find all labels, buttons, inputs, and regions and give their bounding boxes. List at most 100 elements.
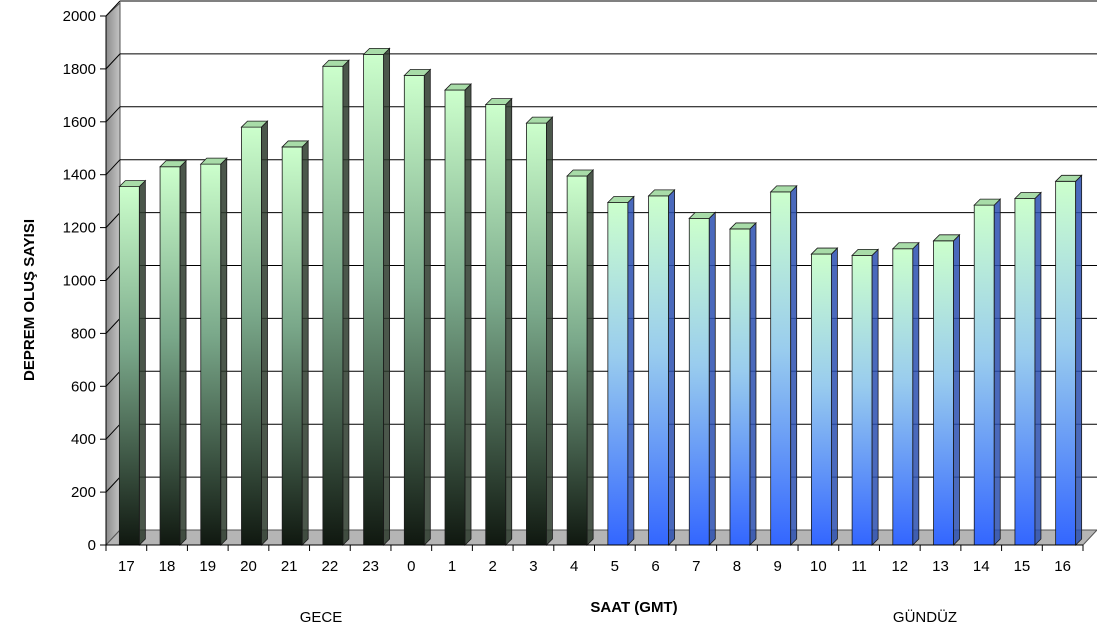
bar-front — [322, 65, 344, 546]
bar-side — [138, 179, 146, 546]
gridline-diag — [105, 318, 121, 334]
bar-3 — [525, 116, 554, 546]
bar-front — [729, 228, 751, 546]
x-tick-label: 1 — [448, 558, 456, 575]
bar-top — [281, 140, 310, 148]
bar-13 — [932, 233, 961, 546]
bar-side — [179, 159, 187, 546]
x-tick-label: 14 — [973, 558, 990, 575]
bar-front — [688, 217, 710, 546]
x-tick-label: 11 — [851, 558, 867, 575]
y-axis-ticks: 0 200 400 600 800 1000 1200 1400 1600 1800 2000 — [63, 8, 106, 554]
x-tick-label: 23 — [362, 558, 379, 575]
bar-18 — [159, 159, 188, 546]
bar-top — [362, 47, 391, 55]
bar-top — [159, 160, 188, 168]
bar-1 — [444, 83, 472, 546]
bar-front — [607, 202, 629, 546]
bar-top — [810, 247, 839, 255]
bar-side — [1075, 174, 1083, 546]
bar-top — [1013, 192, 1042, 199]
gridline-diag — [105, 159, 121, 176]
bar-4 — [566, 169, 595, 546]
bar-front — [403, 75, 425, 546]
y-tick-label: 600 — [71, 378, 96, 395]
bar-side — [261, 120, 268, 546]
x-tick-label: 6 — [651, 558, 659, 575]
bar-side — [383, 47, 391, 546]
bar-front — [363, 53, 385, 546]
y-tick-label: 1200 — [63, 220, 96, 237]
bar-side — [953, 233, 960, 546]
x-tick-label: 5 — [611, 558, 619, 575]
y-tick-label: 0 — [88, 537, 96, 554]
x-tick-label: 10 — [810, 558, 827, 575]
bar-front — [1014, 198, 1036, 546]
gridline-diag — [105, 53, 121, 70]
bar-top — [606, 196, 635, 203]
bar-front — [648, 195, 669, 546]
bar-side — [423, 68, 431, 546]
bar-front — [281, 146, 303, 546]
gridline-diag — [105, 370, 121, 387]
x-tick-label: 19 — [199, 558, 216, 575]
gridline-diag — [105, 265, 121, 281]
bar-top — [769, 185, 798, 193]
bar-side — [871, 248, 879, 546]
bar-side — [912, 241, 920, 546]
bar-side — [668, 188, 675, 546]
bar-15 — [1013, 191, 1042, 546]
bar-top — [525, 116, 554, 124]
bar-top — [851, 248, 880, 256]
gridline-diag — [105, 0, 121, 17]
bars — [118, 47, 1083, 546]
bar-front — [444, 89, 466, 546]
x-tick-label: 2 — [489, 558, 497, 575]
bar-14 — [973, 198, 1002, 546]
x-tick-label: 3 — [529, 558, 537, 575]
y-tick-label: 200 — [71, 484, 96, 501]
bar-front — [851, 254, 873, 546]
y-tick-label: 1000 — [63, 273, 96, 290]
bar-top — [484, 98, 513, 106]
bar-side — [546, 116, 553, 546]
x-tick-label: 18 — [159, 558, 176, 575]
bar-side — [342, 59, 350, 546]
bar-top — [240, 120, 269, 128]
bar-12 — [891, 241, 920, 546]
x-tick-label: 8 — [733, 558, 741, 575]
bar-22 — [321, 59, 350, 546]
bar-top — [566, 169, 595, 177]
bar-front — [118, 186, 140, 546]
gridline-diag — [105, 423, 121, 440]
x-tick-label: 12 — [891, 558, 908, 575]
bar-top — [403, 69, 432, 76]
x-tick-label: 15 — [1014, 558, 1031, 575]
bar-front — [566, 175, 588, 546]
bar-top — [199, 157, 228, 165]
x-tick-label: 20 — [240, 558, 257, 575]
bar-side — [708, 211, 716, 546]
x-tick-label: 13 — [932, 558, 949, 575]
x-axis-title: SAAT (GMT) — [590, 599, 677, 616]
bar-top — [444, 83, 472, 91]
group-label-gunduz: GÜNDÜZ — [893, 608, 957, 626]
group-label-gece: GECE — [300, 609, 343, 626]
bar-top — [118, 180, 147, 188]
bar-21 — [281, 139, 310, 546]
bar-front — [159, 166, 181, 546]
bar-front — [526, 122, 547, 546]
gridline-diag — [105, 476, 121, 493]
bar-5 — [606, 195, 635, 546]
bar-top — [688, 211, 717, 219]
bar-side — [790, 184, 798, 546]
y-tick-label: 2000 — [63, 8, 96, 25]
x-tick-label: 0 — [407, 558, 415, 575]
bar-8 — [729, 221, 757, 546]
bar-16 — [1054, 174, 1083, 546]
bar-side — [586, 169, 594, 546]
y-tick-label: 1400 — [63, 167, 96, 184]
x-tick-label: 9 — [774, 558, 782, 575]
bar-20 — [240, 120, 269, 546]
x-tick-label: 22 — [322, 558, 339, 575]
